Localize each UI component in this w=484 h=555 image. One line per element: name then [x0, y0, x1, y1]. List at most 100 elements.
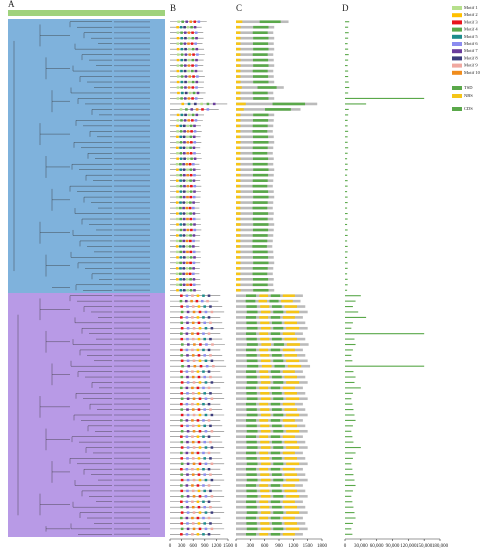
motif: [189, 223, 193, 226]
motif: [209, 354, 212, 357]
protein-bar: [236, 435, 303, 438]
motif: [180, 321, 184, 325]
domain: [272, 305, 282, 308]
domain: [260, 457, 270, 460]
motif: [179, 206, 182, 210]
domain: [282, 386, 295, 390]
motif: [185, 294, 189, 297]
domain: [259, 370, 269, 373]
domain: [273, 397, 284, 401]
motif: [191, 354, 195, 357]
motif: [188, 206, 192, 210]
motif: [207, 370, 211, 373]
motif: [176, 42, 180, 45]
motif: [193, 184, 197, 188]
motif: [180, 47, 184, 51]
panel-label: A: [8, 0, 15, 9]
motif: [202, 468, 205, 471]
domain: [236, 42, 241, 45]
motif: [176, 58, 180, 62]
tick-label: 150,000: [416, 544, 433, 549]
motif: [176, 195, 179, 199]
domain: [284, 505, 297, 509]
motif: [192, 261, 196, 265]
motif: [188, 91, 192, 95]
motif: [189, 234, 192, 237]
domain: [286, 478, 300, 482]
motif: [179, 179, 182, 182]
motif: [206, 108, 210, 111]
tick-label: 900: [201, 544, 209, 549]
motif: [179, 223, 183, 226]
protein-bar: [236, 478, 308, 482]
domain: [246, 473, 257, 476]
domain: [236, 97, 241, 100]
protein-bar: [236, 467, 303, 471]
motif: [183, 184, 186, 188]
domain: [236, 283, 241, 287]
domain: [236, 135, 241, 139]
motif: [197, 305, 201, 308]
domain: [260, 440, 270, 444]
motif: [210, 446, 214, 449]
tick-label: 1200: [211, 544, 222, 549]
motif: [182, 250, 186, 254]
domain: [236, 288, 241, 292]
domain: [252, 151, 268, 155]
motif: [202, 332, 205, 335]
motif: [198, 310, 202, 314]
motif: [194, 69, 198, 73]
motif: [185, 500, 189, 503]
motif: [204, 462, 208, 465]
motif: [189, 190, 193, 193]
domain: [282, 370, 295, 373]
motif: [182, 234, 186, 237]
motif: [192, 359, 196, 362]
motif: [212, 102, 216, 106]
motif: [180, 457, 184, 460]
motif: [189, 278, 192, 281]
motif: [186, 381, 190, 384]
motif: [180, 86, 184, 89]
motif: [190, 141, 193, 144]
domain: [286, 511, 300, 514]
domain: [246, 462, 258, 466]
motif: [186, 250, 189, 254]
motif: [189, 217, 193, 221]
legend-swatch: [452, 42, 462, 46]
protein-bar: [236, 440, 306, 444]
domain: [252, 190, 269, 193]
motif: [179, 278, 182, 281]
motif: [184, 299, 188, 303]
legend-swatch: [452, 20, 462, 25]
motif: [196, 53, 199, 56]
motif: [180, 533, 183, 536]
motif: [189, 283, 193, 286]
motif: [189, 212, 192, 215]
domain: [236, 108, 244, 111]
protein-bar: [236, 343, 309, 346]
protein-bar: [236, 446, 308, 449]
domain: [273, 495, 284, 498]
domain: [265, 108, 291, 111]
motif: [189, 239, 192, 243]
motif: [184, 80, 187, 84]
motif: [210, 511, 214, 514]
domain: [246, 451, 257, 455]
legend-label: Motif 7: [464, 48, 478, 53]
domain: [236, 267, 241, 270]
motif: [209, 457, 212, 460]
motif: [180, 343, 184, 346]
domain: [284, 354, 297, 357]
motif: [180, 402, 183, 406]
domain: [270, 500, 281, 504]
motif: [186, 321, 189, 325]
domain: [236, 195, 241, 199]
domain: [246, 316, 257, 319]
motif: [191, 392, 195, 395]
protein-bar: [236, 424, 306, 428]
domain: [246, 467, 257, 471]
motif: [209, 392, 212, 395]
legend-label: TSD: [464, 85, 473, 90]
motif: [185, 261, 189, 265]
